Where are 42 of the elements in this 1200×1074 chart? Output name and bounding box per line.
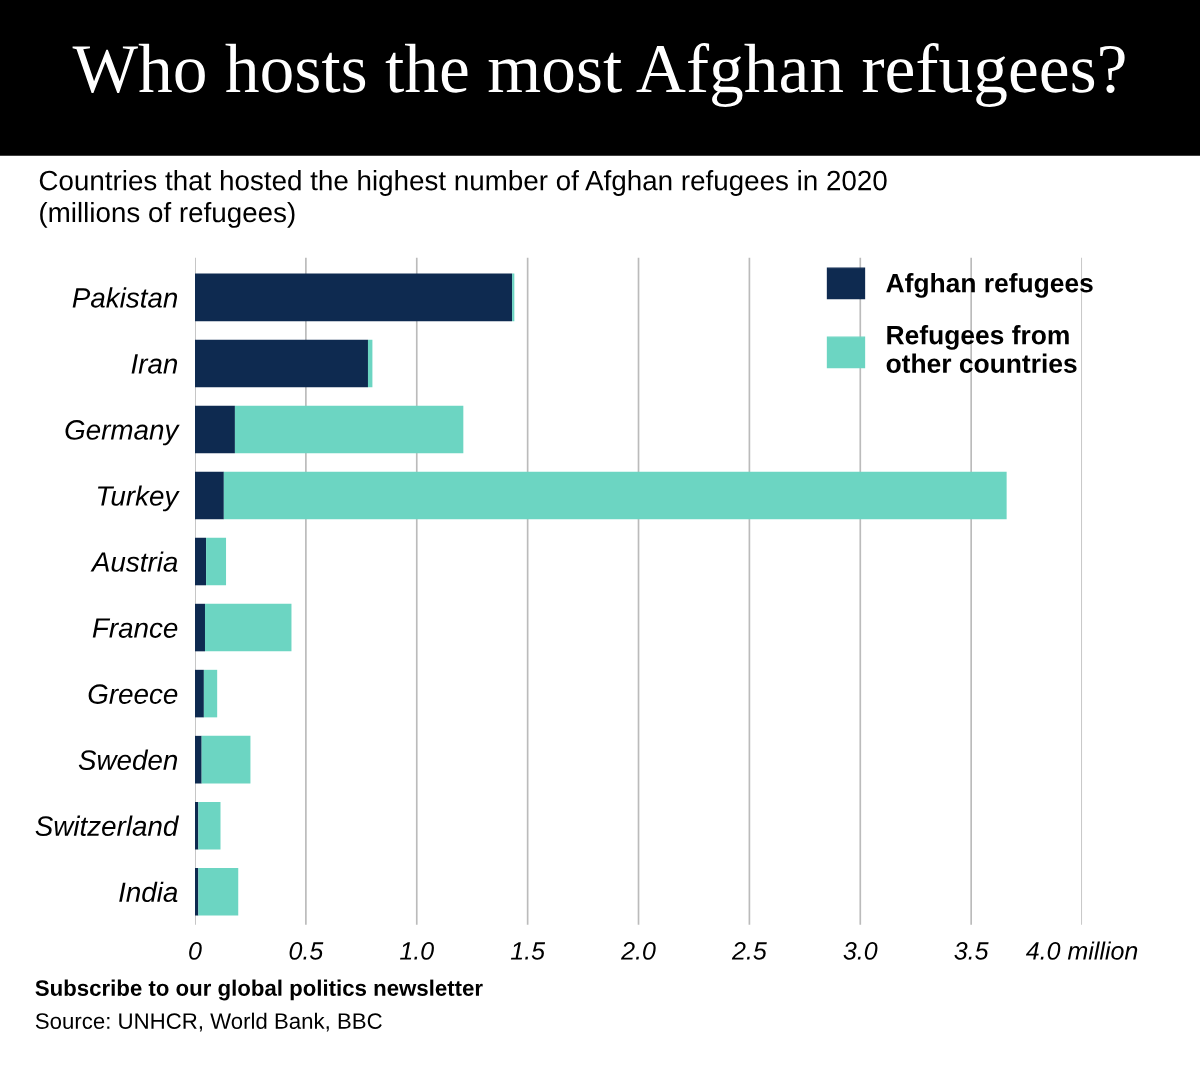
x-tick-label: 2.0 [621, 942, 656, 960]
x-tick-label: 3.0 [843, 942, 878, 960]
bar [234, 405, 464, 454]
bar [195, 273, 513, 322]
bar [198, 801, 221, 850]
x-tick-label: 3.5 [954, 942, 989, 960]
y-tick-label: France [92, 618, 178, 638]
bar [223, 471, 1007, 520]
y-tick-label: Pakistan [72, 287, 178, 308]
y-tick-label: India [119, 881, 178, 903]
bar [195, 471, 224, 520]
chart-title: Who hosts the most Afghan refugees? [72, 43, 1125, 107]
bar [195, 669, 204, 718]
text: Subscribe to our global politics newsletter [35, 979, 483, 1001]
chart-subtitle: Countries that hosted the highest number of Afghan refugees in 2020 (millions of refugees) [39, 170, 887, 228]
bar [204, 603, 292, 652]
y-tick-label: Austria [90, 551, 178, 572]
bar [195, 603, 205, 652]
x-tick-label: 0.5 [289, 942, 324, 960]
y-tick-label: Sweden [78, 749, 178, 770]
x-tick-label: 1.0 [400, 942, 434, 960]
y-tick-label: Greece [88, 684, 178, 704]
bar [198, 867, 239, 916]
bar [195, 537, 207, 586]
bar [201, 735, 251, 784]
legend-label: Refugees from other countries [886, 325, 1077, 373]
x-tick-label: 2.5 [731, 942, 767, 960]
y-tick-label: Iran [131, 354, 178, 374]
bar [206, 537, 227, 586]
bar [512, 273, 515, 322]
bar [195, 735, 202, 784]
x-tick-label: 4.0 million [1025, 941, 1138, 960]
bar [195, 339, 368, 388]
bar [195, 405, 235, 454]
y-tick-label: Turkey [97, 485, 180, 512]
legend-label: Afghan refugees [886, 273, 1093, 298]
y-tick-label: Germany [65, 420, 180, 446]
x-tick-label: 0 [189, 942, 202, 960]
source-note: Source: UNHCR, World Bank, BBC [35, 1012, 382, 1032]
y-tick-label: Switzerland [35, 815, 180, 837]
x-tick-label: 1.5 [510, 942, 546, 960]
bar [203, 669, 218, 718]
